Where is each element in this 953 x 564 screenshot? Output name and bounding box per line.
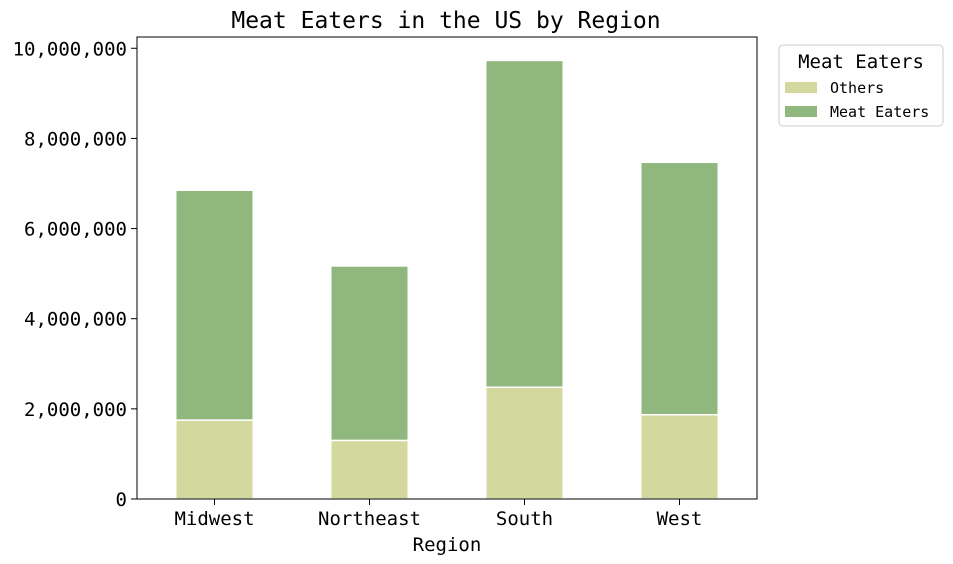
x-axis-label: Region: [413, 534, 482, 556]
legend: Meat Eaters Others Meat Eaters: [778, 44, 944, 127]
bar-others-midwest: [175, 419, 254, 500]
y-tick-label: 4,000,000: [24, 309, 127, 331]
legend-swatch-meat-eaters: [785, 106, 817, 117]
bar-meat-eaters-midwest: [175, 189, 254, 421]
y-tick-label: 6,000,000: [24, 219, 127, 241]
y-tick-label: 10,000,000: [13, 38, 127, 60]
bar-others-northeast: [330, 439, 409, 500]
bar-meat-eaters-south: [485, 59, 564, 388]
bars-group: [175, 59, 719, 500]
legend-frame: [778, 44, 944, 127]
chart-title: Meat Eaters in the US by Region: [231, 8, 660, 34]
x-tick-label: Northeast: [318, 508, 421, 530]
bar-meat-eaters-northeast: [330, 265, 409, 442]
legend-swatch-others: [785, 82, 817, 93]
x-tick-label: South: [496, 508, 553, 530]
bar-others-south: [485, 386, 564, 500]
legend-label-meat-eaters: Meat Eaters: [830, 103, 929, 121]
plot-frame: [136, 36, 758, 500]
x-tick-label: Midwest: [174, 508, 254, 530]
x-axis: Midwest Northeast South West: [174, 499, 702, 530]
y-tick-label: 8,000,000: [24, 128, 127, 150]
legend-entries: Others Meat Eaters: [785, 79, 929, 121]
y-tick-label: 2,000,000: [24, 399, 127, 421]
legend-label-others: Others: [830, 79, 884, 97]
x-tick-label: West: [657, 508, 703, 530]
y-tick-label: 0: [116, 489, 127, 511]
y-axis: 0 2,000,000 4,000,000 6,000,000 8,000,000 10,…: [13, 38, 137, 511]
bar-meat-eaters-west: [640, 161, 719, 416]
bar-others-west: [640, 413, 719, 500]
legend-title: Meat Eaters: [798, 51, 924, 73]
